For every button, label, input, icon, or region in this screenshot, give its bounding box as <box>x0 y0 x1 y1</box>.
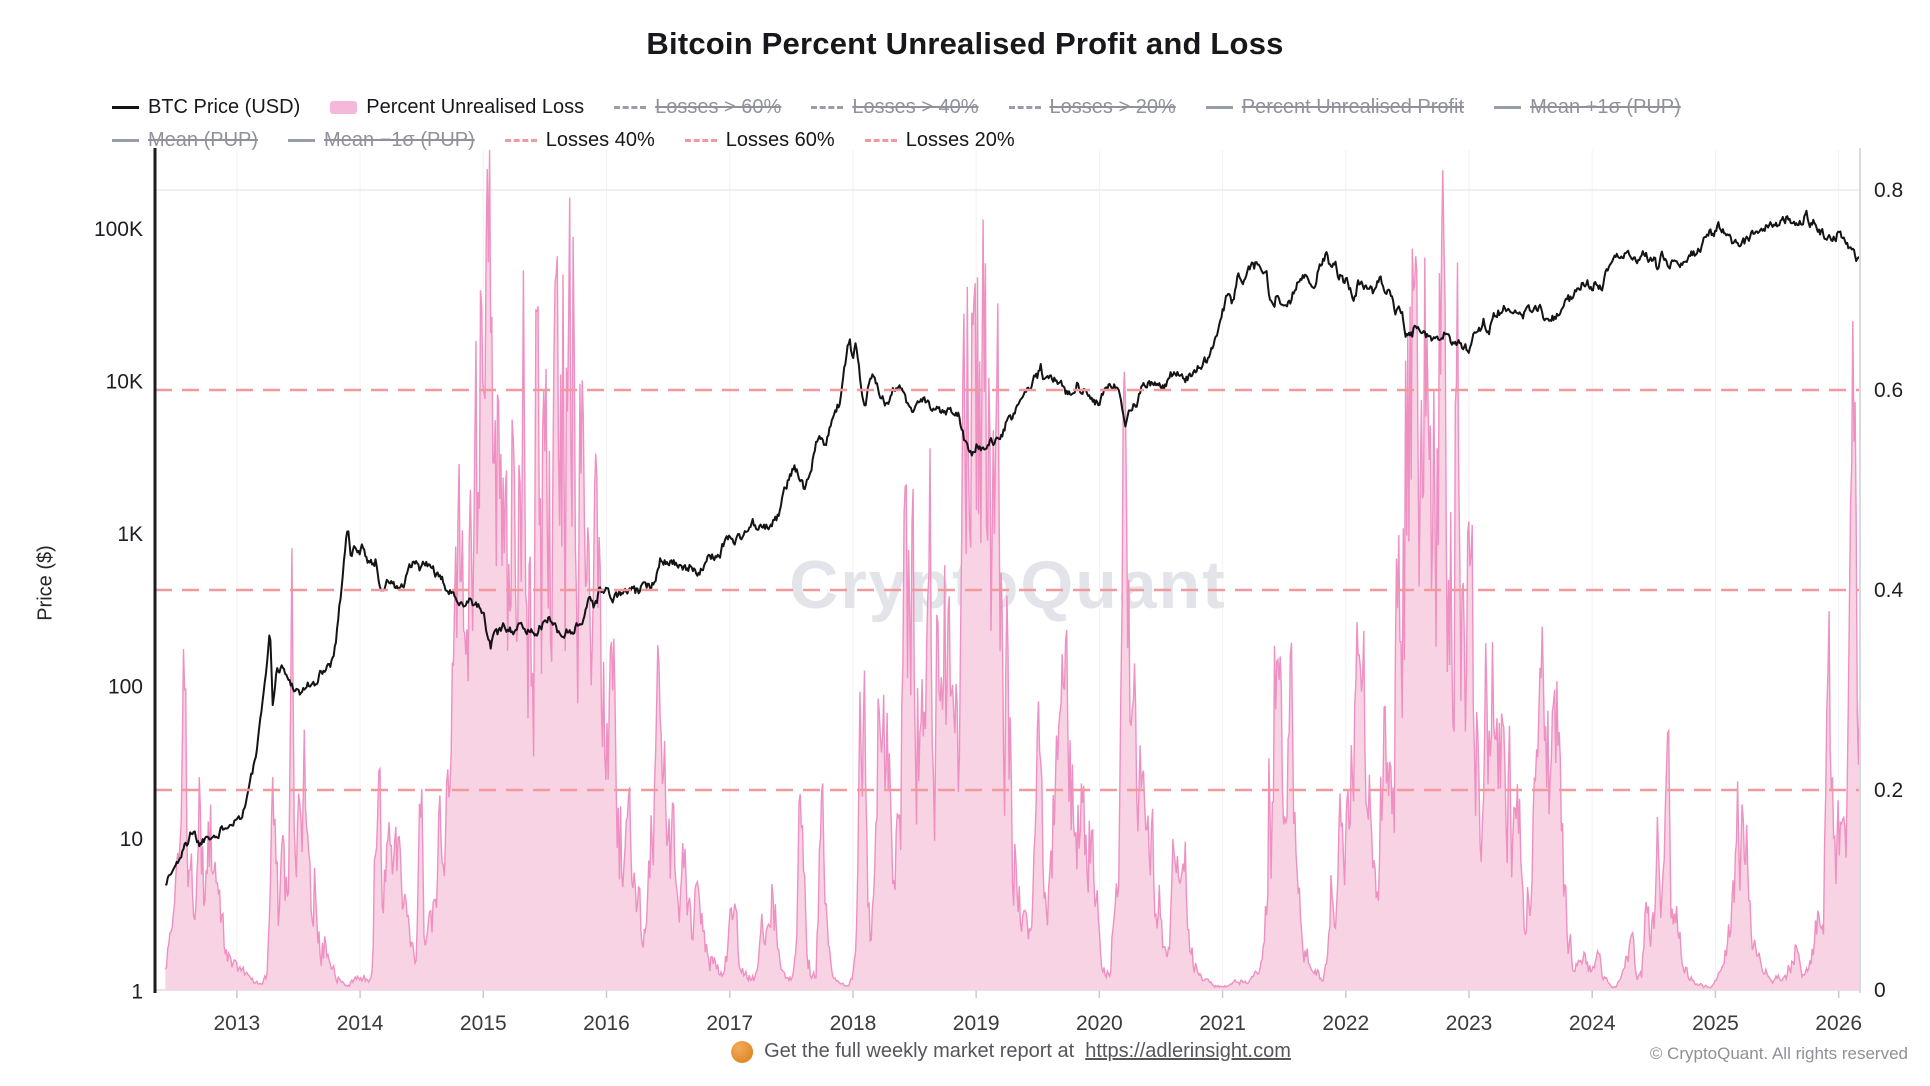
legend-label: Losses > 20% <box>1049 96 1176 118</box>
legend-item-mean-1-pup[interactable]: Mean −1σ (PUP) <box>288 129 475 152</box>
x-tick-label-2025: 2025 <box>1692 1012 1739 1035</box>
watermark: CryptoQuant <box>789 547 1227 623</box>
right-tick-label-0-2: 0.2 <box>1874 779 1903 802</box>
left-tick-label-1: 1 <box>131 981 143 1004</box>
copyright-text: © CryptoQuant. All rights reserved <box>1649 1044 1908 1063</box>
x-tick-label-2018: 2018 <box>830 1012 877 1035</box>
legend-swatch-dashes-icon <box>614 106 647 109</box>
legend-swatch-dashes-icon <box>811 106 844 109</box>
unrealised-loss-area <box>165 150 1860 990</box>
legend-item-mean-pup[interactable]: Mean (PUP) <box>112 129 258 152</box>
legend-label: Losses 60% <box>725 129 835 151</box>
legend-label: Losses > 60% <box>655 96 782 118</box>
orange-circle-icon <box>731 1040 754 1063</box>
legend-label: Percent Unrealised Profit <box>1241 96 1465 118</box>
x-tick-label-2016: 2016 <box>583 1012 630 1035</box>
right-tick-label-0-6: 0.6 <box>1874 379 1903 402</box>
legend-label: Mean (PUP) <box>148 129 259 151</box>
legend-item-losses-60[interactable]: Losses 60% <box>684 129 835 152</box>
legend-item-losses-40[interactable]: Losses > 40% <box>811 96 979 119</box>
legend-item-mean-1-pup[interactable]: Mean +1σ (PUP) <box>1494 96 1681 119</box>
x-tick-label-2015: 2015 <box>460 1012 507 1035</box>
footer-link[interactable]: https://adlerinsight.com <box>1085 1040 1291 1062</box>
legend-item-losses-20[interactable]: Losses 20% <box>864 129 1015 152</box>
legend-swatch-dashes-icon <box>684 139 717 142</box>
x-tick-label-2022: 2022 <box>1322 1012 1369 1035</box>
legend-label: Losses > 40% <box>852 96 979 118</box>
legend-swatch-line-icon <box>112 106 139 109</box>
left-tick-label-100: 100 <box>108 676 143 699</box>
unrealised-loss-line <box>164 149 1861 989</box>
legend-swatch-line-icon <box>112 139 139 142</box>
left-tick-label-1K: 1K <box>117 523 143 546</box>
left-tick-label-100K: 100K <box>94 218 143 241</box>
x-tick-label-2024: 2024 <box>1569 1012 1616 1035</box>
legend-item-btc-price-usd[interactable]: BTC Price (USD) <box>112 96 300 119</box>
legend-item-percent-unrealised-profit[interactable]: Percent Unrealised Profit <box>1205 96 1465 119</box>
right-tick-label-0: 0 <box>1874 979 1886 1002</box>
legend-swatch-line-icon <box>1494 106 1522 109</box>
legend-swatch-area-icon <box>330 101 358 114</box>
x-tick-label-2017: 2017 <box>706 1012 753 1035</box>
legend-label: Losses 40% <box>545 129 655 151</box>
x-tick-label-2013: 2013 <box>214 1012 261 1035</box>
legend-item-losses-60[interactable]: Losses > 60% <box>614 96 781 119</box>
legend-swatch-line-icon <box>1205 106 1233 109</box>
legend-swatch-dashes-icon <box>504 139 537 142</box>
left-tick-label-10K: 10K <box>106 371 143 394</box>
legend-row: Mean (PUP) Mean −1σ (PUP) Losses 40% Losses… <box>112 129 1812 152</box>
legend-label: Losses 20% <box>905 129 1015 151</box>
legend-label: Mean −1σ (PUP) <box>324 129 475 151</box>
x-tick-label-2021: 2021 <box>1199 1012 1246 1035</box>
btc-price-line <box>164 209 1861 886</box>
legend-label: Percent Unrealised Loss <box>366 96 585 118</box>
legend-label: Mean +1σ (PUP) <box>1530 96 1681 118</box>
x-tick-label-2019: 2019 <box>953 1012 1000 1035</box>
legend-label: BTC Price (USD) <box>148 96 301 118</box>
x-tick-label-2026: 2026 <box>1815 1012 1862 1035</box>
legend-item-percent-unrealised-loss[interactable]: Percent Unrealised Loss <box>330 96 584 119</box>
legend-item-losses-40[interactable]: Losses 40% <box>504 129 655 152</box>
legend-swatch-dashes-icon <box>864 139 897 142</box>
x-tick-label-2014: 2014 <box>337 1012 384 1035</box>
legend-item-losses-20[interactable]: Losses > 20% <box>1008 96 1176 119</box>
footer-note: Get the full weekly market report at htt… <box>731 1040 1291 1063</box>
legend: BTC Price (USD) Percent Unrealised Loss Lo… <box>112 96 1812 162</box>
legend-swatch-line-icon <box>288 139 316 142</box>
footer-text: Get the full weekly market report at <box>764 1040 1075 1062</box>
legend-row: BTC Price (USD) Percent Unrealised Loss Lo… <box>112 96 1812 119</box>
legend-swatch-dashes-icon <box>1008 106 1041 109</box>
left-tick-label-10: 10 <box>120 828 143 851</box>
page-title: Bitcoin Percent Unrealised Profit and Lo… <box>646 26 1284 61</box>
right-tick-label-0-8: 0.8 <box>1874 179 1903 202</box>
right-tick-label-0-4: 0.4 <box>1874 579 1904 602</box>
x-tick-label-2020: 2020 <box>1076 1012 1123 1035</box>
x-tick-label-2023: 2023 <box>1446 1012 1493 1035</box>
series-group <box>164 149 1861 990</box>
